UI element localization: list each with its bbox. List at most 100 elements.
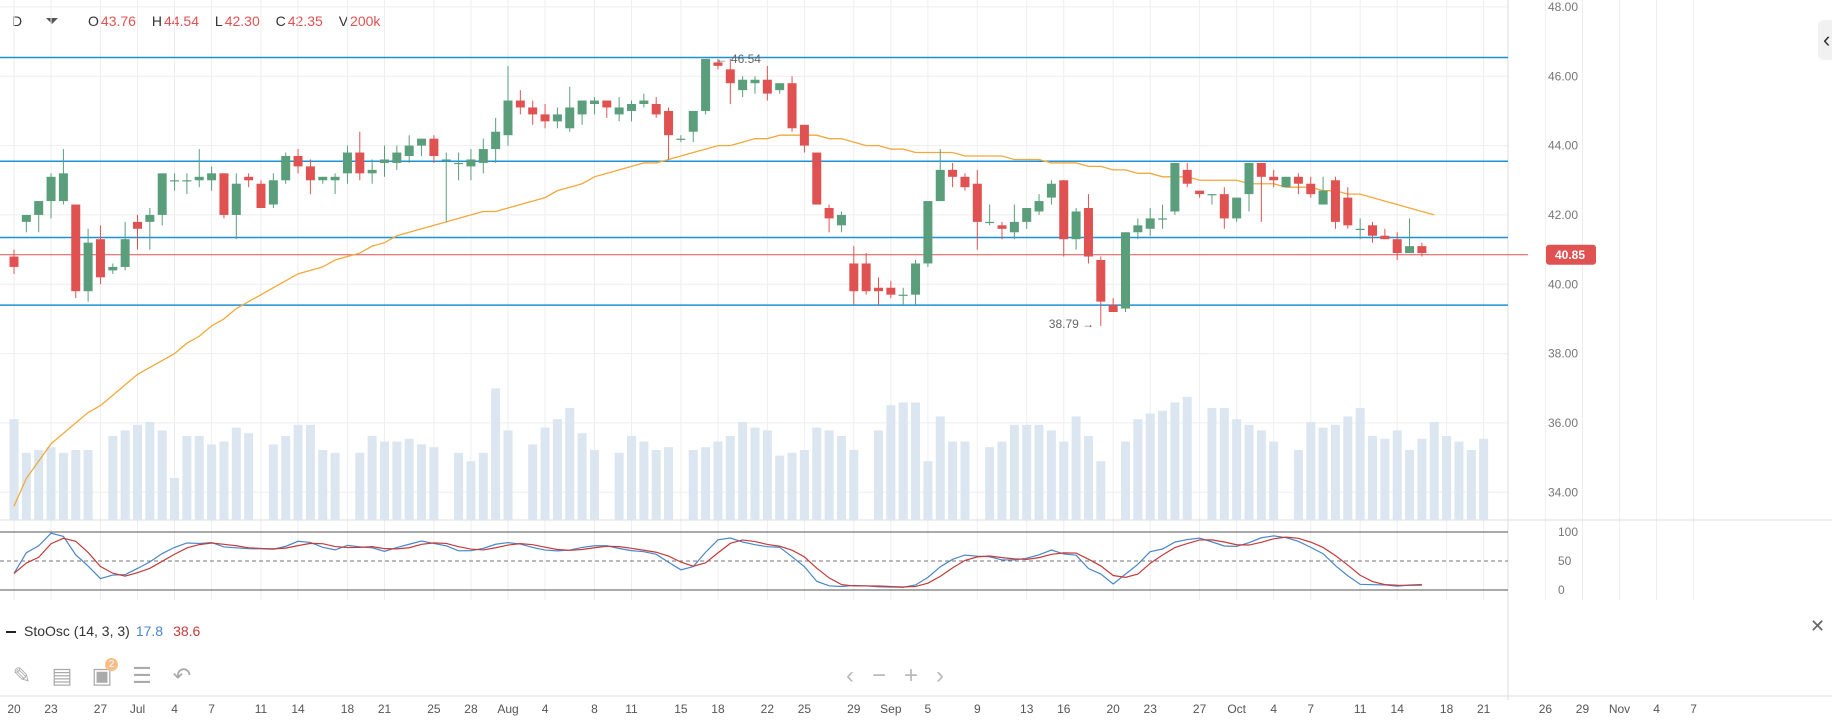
candle <box>305 159 315 195</box>
time-axis-label: 22 <box>761 702 775 716</box>
volume-bar <box>133 424 142 520</box>
stochastic-d-value: 38.6 <box>173 623 201 639</box>
candle-body <box>46 176 56 202</box>
time-axis-label: 13 <box>1020 702 1034 716</box>
candle <box>219 173 229 219</box>
candle-body <box>725 69 735 84</box>
candle <box>540 104 550 129</box>
volume-value: 200k <box>350 13 381 29</box>
candle-body <box>701 58 711 111</box>
stochastic-legend: StoOsc (14, 3, 3) 17.8 38.6 <box>6 623 200 639</box>
candle <box>997 221 1007 240</box>
volume-label: V <box>338 13 349 29</box>
time-axis-label: 18 <box>711 702 725 716</box>
pencil-icon[interactable]: ✎ <box>12 663 32 688</box>
list-icon[interactable]: ▤ <box>51 663 73 688</box>
volume-bar <box>231 427 241 520</box>
layers-icon[interactable]: ▣ 2 <box>88 658 118 690</box>
candle <box>812 152 822 205</box>
candle <box>293 149 303 174</box>
open-label: O <box>88 13 99 29</box>
candle-body <box>589 100 599 104</box>
candle-body <box>71 204 81 292</box>
candle-body <box>170 180 180 182</box>
candle-body <box>454 162 464 165</box>
stoch-axis-label: 100 <box>1558 525 1578 539</box>
volume-bar <box>21 452 31 520</box>
volume-bar <box>775 455 785 520</box>
candle <box>664 107 674 160</box>
volume-bars <box>9 388 1489 520</box>
candle-body <box>58 173 68 202</box>
volume-bar <box>491 388 501 520</box>
price-axis-label: 34.00 <box>1548 485 1578 499</box>
candle-body <box>491 131 501 150</box>
volume-bar <box>355 452 365 520</box>
price-axis-label: 38.00 <box>1548 347 1578 361</box>
candle <box>108 263 118 274</box>
collapse-indicator-icon[interactable] <box>6 631 16 634</box>
candle-body <box>34 201 44 215</box>
volume-bar <box>565 408 575 520</box>
candle <box>1318 176 1328 205</box>
volume-bar <box>1244 424 1254 520</box>
settings-sliders-icon[interactable]: ☰ <box>132 663 152 688</box>
time-axis-label: Nov <box>1609 702 1630 716</box>
time-axis-label: Aug <box>497 702 518 716</box>
volume-bar <box>1034 424 1044 520</box>
volume-bar <box>305 424 315 520</box>
candle-body <box>466 159 476 167</box>
time-axis-label: 18 <box>1440 702 1454 716</box>
candle <box>1330 176 1340 229</box>
volume-bar <box>1232 419 1242 520</box>
candle <box>256 180 266 208</box>
candle <box>799 124 809 153</box>
stoch-d-line <box>13 536 1422 588</box>
time-axis-label: 20 <box>7 702 21 716</box>
undo-icon[interactable]: ↶ <box>172 663 192 688</box>
volume-bar <box>997 441 1007 520</box>
high-annotation: ← 46.54 <box>716 52 762 66</box>
candle <box>46 173 56 219</box>
candle-body <box>429 138 439 156</box>
scroll-right-button[interactable]: › <box>936 662 945 689</box>
candle <box>614 97 624 122</box>
candle <box>861 253 871 295</box>
candle <box>824 204 834 233</box>
timeframe-dropdown-icon[interactable] <box>46 18 59 25</box>
time-axis-label: 9 <box>974 702 981 716</box>
panel-collapse-tab[interactable] <box>1818 20 1832 60</box>
candle-body <box>1158 218 1168 220</box>
close-indicator-icon[interactable]: ✕ <box>1810 616 1826 636</box>
volume-bar <box>639 441 649 520</box>
candle <box>738 76 748 98</box>
candle <box>454 152 464 181</box>
scroll-left-button[interactable]: ‹ <box>846 662 854 689</box>
timeframe-label[interactable]: D <box>12 13 23 29</box>
volume-bar <box>1046 430 1056 520</box>
candle-body <box>1368 225 1377 236</box>
candle-body <box>849 263 859 292</box>
candle-body <box>1256 162 1266 177</box>
time-axis-label: 20 <box>1106 702 1120 716</box>
candle <box>935 149 945 202</box>
time-axis-label: 18 <box>341 702 355 716</box>
candle-body <box>1145 218 1155 229</box>
candle <box>1195 190 1205 198</box>
grid <box>0 0 1695 600</box>
candle <box>478 138 488 174</box>
candle-body <box>1207 194 1217 196</box>
zoom-out-button[interactable]: − <box>872 662 887 689</box>
volume-bar <box>58 452 68 520</box>
candle-body <box>194 176 204 181</box>
candle-body <box>1009 221 1019 233</box>
candle-body <box>1405 246 1415 254</box>
zoom-in-button[interactable]: + <box>904 662 919 689</box>
last-price-label: 40.85 <box>1555 248 1585 262</box>
volume-bar <box>145 422 155 520</box>
candle-body <box>108 266 118 271</box>
candle <box>392 145 402 170</box>
volume-bar <box>83 450 93 520</box>
candle-body <box>9 256 19 267</box>
